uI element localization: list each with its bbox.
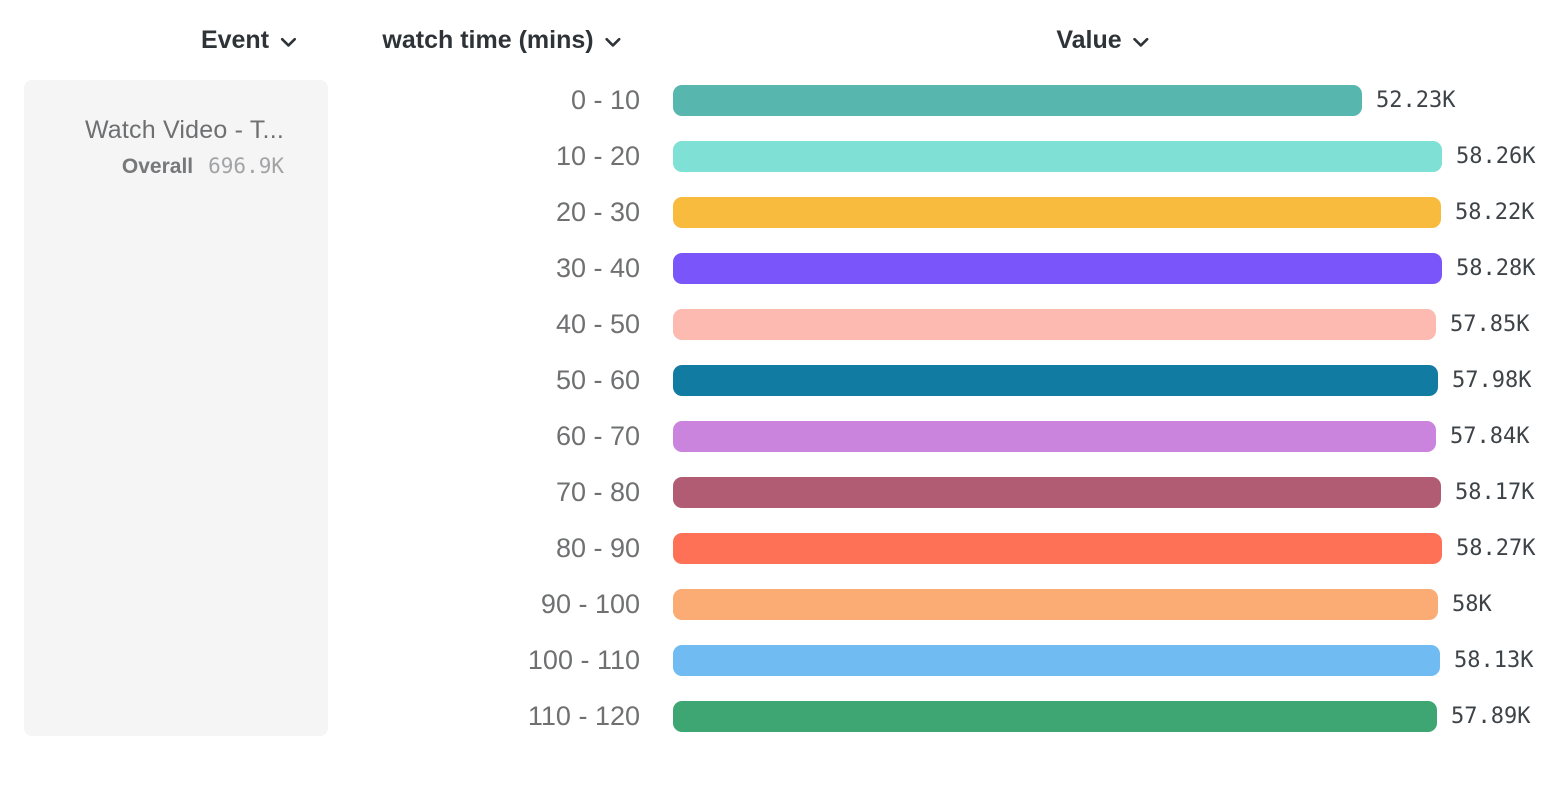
bar-segment[interactable] [673, 700, 1437, 732]
bar-value-label: 57.98K [1452, 367, 1532, 393]
watch-time-column-header[interactable]: watch time (mins) [382, 26, 621, 55]
bucket-label: 70 - 80 [555, 476, 640, 507]
event-column-header[interactable]: Event [201, 26, 297, 55]
bar-value-label: 52.23K [1376, 87, 1456, 113]
bar-area: 58.17K [673, 476, 1568, 508]
bar-area: 58.13K [673, 644, 1568, 676]
chart-row: 60 - 70 57.84K [0, 408, 1568, 464]
chart-row: 40 - 50 57.85K [0, 296, 1568, 352]
chart-row: 110 - 120 57.89K [0, 688, 1568, 744]
bar-segment[interactable] [673, 644, 1440, 676]
chart-row: 70 - 80 58.17K [0, 464, 1568, 520]
event-overall-row: Overall 696.9K [24, 154, 284, 179]
bar-segment[interactable] [673, 84, 1362, 116]
overall-label: Overall [121, 155, 194, 178]
bar-value-label: 57.85K [1450, 311, 1530, 337]
chart-row: 20 - 30 58.22K [0, 184, 1568, 240]
bar-value-label: 58.26K [1456, 143, 1536, 169]
chart-row: 90 - 100 58K [0, 576, 1568, 632]
chart-row: 0 - 10 52.23K [0, 72, 1568, 128]
chart-row: 10 - 20 58.26K [0, 128, 1568, 184]
event-column-label: Event [200, 26, 270, 54]
event-card[interactable]: Watch Video - T... Overall 696.9K [24, 80, 328, 736]
bar-area: 58.28K [673, 252, 1568, 284]
chevron-down-icon [1133, 34, 1150, 48]
bar-value-label: 58.28K [1456, 255, 1536, 281]
bucket-label: 110 - 120 [527, 700, 640, 731]
chart-row: 50 - 60 57.98K [0, 352, 1568, 408]
bar-segment[interactable] [673, 476, 1441, 508]
bar-area: 52.23K [673, 84, 1568, 116]
bar-area: 57.84K [673, 420, 1568, 452]
chart-row: 80 - 90 58.27K [0, 520, 1568, 576]
bar-segment[interactable] [673, 252, 1442, 284]
bar-value-label: 58.17K [1455, 479, 1535, 505]
bar-value-label: 57.89K [1451, 703, 1531, 729]
bucket-label: 10 - 20 [555, 140, 640, 171]
bar-segment[interactable] [673, 140, 1442, 172]
bar-value-label: 58K [1452, 591, 1492, 617]
bucket-label: 30 - 40 [555, 252, 640, 283]
bar-area: 58K [673, 588, 1568, 620]
bar-area: 58.26K [673, 140, 1568, 172]
bar-segment[interactable] [673, 308, 1436, 340]
chart-rows: 0 - 10 52.23K 10 - 20 58.26K 20 - 30 58.… [0, 72, 1568, 744]
bar-area: 57.89K [673, 700, 1568, 732]
overall-value: 696.9K [208, 154, 284, 178]
watch-time-column-label: watch time (mins) [382, 26, 594, 54]
bucket-label: 80 - 90 [555, 532, 640, 563]
bucket-label: 20 - 30 [555, 196, 640, 227]
bucket-label: 100 - 110 [527, 644, 640, 675]
bar-value-label: 57.84K [1450, 423, 1530, 449]
value-column-header[interactable]: Value [1056, 26, 1149, 55]
bar-area: 57.98K [673, 364, 1568, 396]
bucket-label: 50 - 60 [555, 364, 640, 395]
bar-area: 58.27K [673, 532, 1568, 564]
bucket-label: 60 - 70 [555, 420, 640, 451]
bucket-label: 40 - 50 [555, 308, 640, 339]
chevron-down-icon [280, 34, 297, 48]
bar-area: 57.85K [673, 308, 1568, 340]
bar-segment[interactable] [673, 420, 1436, 452]
bar-value-label: 58.22K [1455, 199, 1535, 225]
bucket-label: 0 - 10 [570, 84, 640, 115]
value-column-label: Value [1056, 26, 1122, 54]
bar-segment[interactable] [673, 588, 1438, 620]
bar-segment[interactable] [673, 532, 1442, 564]
bar-value-label: 58.27K [1456, 535, 1536, 561]
bucket-label: 90 - 100 [540, 588, 640, 619]
chevron-down-icon [605, 34, 622, 48]
chart-row: 100 - 110 58.13K [0, 632, 1568, 688]
bar-segment[interactable] [673, 196, 1441, 228]
bar-area: 58.22K [673, 196, 1568, 228]
event-title: Watch Video - T... [84, 116, 284, 144]
bar-segment[interactable] [673, 364, 1438, 396]
bar-value-label: 58.13K [1454, 647, 1534, 673]
chart-row: 30 - 40 58.28K [0, 240, 1568, 296]
